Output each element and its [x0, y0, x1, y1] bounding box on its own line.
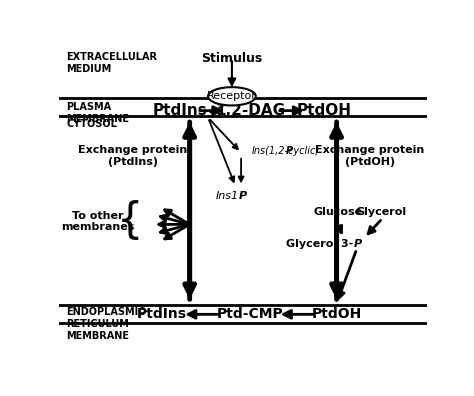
Text: Receptor: Receptor: [207, 91, 257, 101]
Text: Stimulus: Stimulus: [201, 52, 263, 65]
Ellipse shape: [208, 87, 256, 105]
Text: PtdIns: PtdIns: [137, 307, 187, 321]
Text: P: P: [239, 191, 247, 201]
Text: {: {: [117, 200, 144, 242]
Text: Glycerol 3-: Glycerol 3-: [286, 239, 353, 249]
Text: 1,2-DAG: 1,2-DAG: [215, 103, 285, 118]
Text: PtdOH: PtdOH: [296, 103, 351, 118]
Text: EXTRACELLULAR
MEDIUM: EXTRACELLULAR MEDIUM: [66, 52, 157, 74]
Text: PtdIns: PtdIns: [153, 103, 208, 118]
Text: P: P: [286, 146, 293, 156]
Text: PLASMA
MEMBRANE: PLASMA MEMBRANE: [66, 103, 129, 124]
Text: ENDOPLASMIC
RETICULUM
MEMBRANE: ENDOPLASMIC RETICULUM MEMBRANE: [66, 307, 146, 341]
Text: Ptd-CMP: Ptd-CMP: [217, 307, 283, 321]
Text: P: P: [354, 239, 362, 249]
Text: Exchange protein
(PtdIns): Exchange protein (PtdIns): [78, 145, 187, 167]
Text: Exchange protein
(PtdOH): Exchange protein (PtdOH): [315, 145, 424, 167]
Text: Ins1: Ins1: [216, 191, 239, 201]
Text: Ins(1,2-cyclic): Ins(1,2-cyclic): [252, 146, 320, 156]
Text: CYTOSOL: CYTOSOL: [66, 119, 118, 129]
Text: Glucose: Glucose: [314, 207, 363, 217]
Text: PtdOH: PtdOH: [311, 307, 362, 321]
Text: ?: ?: [219, 98, 225, 109]
Text: Glycerol: Glycerol: [355, 207, 406, 217]
Text: To other
membranes: To other membranes: [61, 211, 135, 232]
